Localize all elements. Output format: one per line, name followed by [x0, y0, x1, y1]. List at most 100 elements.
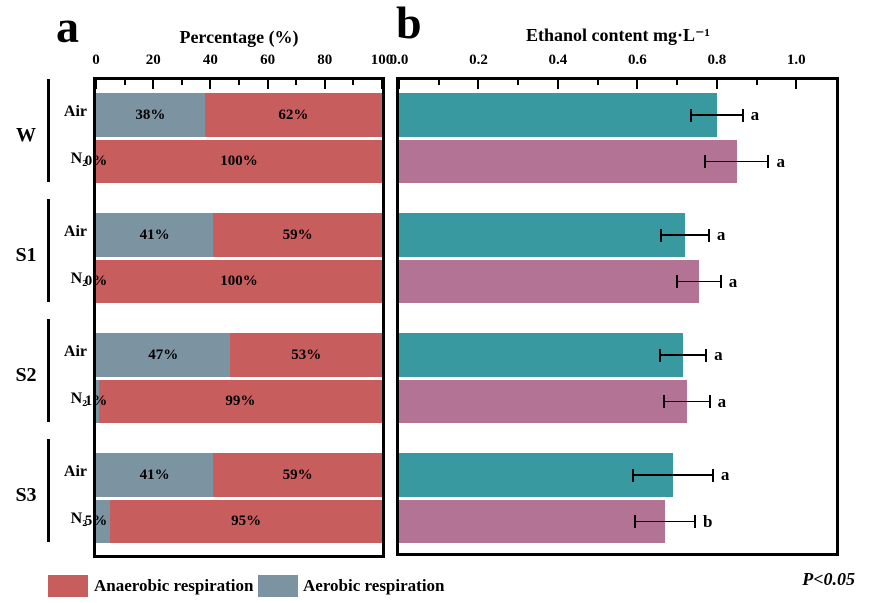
- error-bar-cap-left: [676, 275, 679, 288]
- error-bar-line: [690, 114, 743, 116]
- error-bar-cap-left: [659, 348, 661, 362]
- error-bar-line: [677, 280, 721, 283]
- stacked-bar-row: 99% 1%: [85, 380, 382, 423]
- group-label: S1: [15, 244, 37, 266]
- sig-letter: a: [720, 465, 730, 484]
- panel-a-plot: 38% 62% 100% 0% 41% 59% 100% 0% 47% 53% 99% 1% 41% 59…: [85, 77, 385, 558]
- bar-segment-aerobic: [96, 380, 99, 423]
- x-axis-major-tick: [636, 80, 639, 89]
- group-label: S2: [15, 364, 37, 386]
- x-axis-tick-label: 0.0: [389, 52, 409, 68]
- bar-segment-anaerobic: 100%: [96, 260, 382, 303]
- x-axis-minor-tick: [517, 80, 520, 85]
- error-bar-line: [664, 400, 710, 403]
- x-axis-major-tick: [477, 80, 480, 89]
- segment-value-label-outside: 0%: [84, 273, 108, 289]
- error-bar-cap-left: [660, 228, 663, 242]
- x-axis-tick-label: 0.2: [469, 52, 488, 68]
- error-bar-line: [633, 474, 713, 476]
- bar-segment-aerobic: 47%: [96, 333, 231, 377]
- sig-letter: a: [728, 271, 738, 291]
- error-bar-cap-left: [703, 155, 706, 168]
- segment-value-label: 47%: [148, 346, 179, 363]
- x-axis-tick-label: 0.4: [548, 52, 568, 68]
- panel-a-axis-title: Percentage (%): [179, 27, 299, 47]
- panel-a-letter: a: [56, 1, 79, 52]
- bar-segment-anaerobic: 100%: [96, 140, 382, 183]
- panel-a-axis-labels: 0 20 40 60 80 100: [92, 51, 393, 69]
- error-bar-line: [660, 354, 707, 356]
- bar-segment-aerobic: 41%: [96, 213, 214, 257]
- ethanol-bar: [399, 213, 686, 257]
- condition-label: Air: [63, 343, 87, 360]
- error-bar-cap-left: [663, 395, 666, 408]
- bar-segment-aerobic: 38%: [96, 93, 205, 137]
- error-bar-cap-right: [741, 108, 744, 122]
- x-axis-tick-label: 1.0: [786, 52, 806, 68]
- legend-label-anaerobic: Anaerobic respiration: [94, 576, 254, 595]
- panel-b-letter: b: [396, 0, 422, 48]
- group-bracket-line: [47, 199, 50, 302]
- x-axis-minor-tick: [352, 80, 355, 85]
- bar-segment-aerobic: [96, 500, 111, 543]
- x-axis-major-tick: [95, 80, 97, 89]
- group-label: W: [16, 124, 36, 146]
- error-bar-cap-left: [632, 468, 635, 482]
- x-axis-major-tick: [381, 80, 383, 89]
- x-axis-minor-tick: [180, 80, 183, 85]
- condition-label: N₂: [70, 269, 87, 287]
- sig-letter: a: [714, 345, 723, 364]
- segment-value-label: 41%: [139, 226, 170, 243]
- x-axis-tick-label: 0: [92, 52, 100, 68]
- segment-value-label: 38%: [135, 106, 166, 123]
- sig-letter: b: [702, 511, 713, 531]
- x-axis-tick-label: 100: [370, 52, 394, 68]
- error-bar-line: [635, 520, 695, 523]
- segment-value-label: 59%: [282, 466, 313, 483]
- bar-segment-anaerobic: 59%: [213, 453, 382, 497]
- bar-segment-anaerobic: 95%: [110, 500, 382, 543]
- error-bar-cap-left: [634, 515, 637, 528]
- x-axis-tick-label: 40: [202, 52, 218, 68]
- segment-value-label: 59%: [282, 226, 313, 243]
- condition-label: N₂: [70, 389, 87, 407]
- ethanol-bar: [399, 260, 699, 303]
- error-bar-cap-right: [767, 155, 770, 168]
- segment-value-label: 62%: [278, 106, 309, 123]
- group-bracket-line: [47, 79, 50, 182]
- condition-label: Air: [63, 103, 87, 120]
- x-axis-minor-tick: [755, 80, 758, 85]
- condition-label: Air: [63, 223, 87, 240]
- ethanol-bar: [399, 140, 737, 183]
- segment-value-label: 53%: [291, 346, 322, 363]
- sig-letter: a: [717, 391, 727, 411]
- group-bracket-line: [47, 439, 50, 542]
- x-axis-major-tick: [556, 80, 559, 89]
- x-axis-major-tick: [209, 80, 212, 89]
- panel-b-axis-title: Ethanol content mg·L⁻¹: [526, 25, 710, 45]
- segment-value-label: 100%: [220, 273, 258, 289]
- segment-value-label: 41%: [139, 466, 170, 483]
- segment-value-label: 99%: [225, 393, 256, 409]
- x-axis-minor-tick: [123, 80, 126, 85]
- error-bar-cap-left: [689, 108, 692, 122]
- error-bar-cap-right: [711, 468, 714, 482]
- panel-b-plot: a a a a a a a b: [396, 77, 839, 556]
- x-axis-major-tick: [152, 80, 155, 89]
- stacked-bar-row: 41% 59%: [96, 213, 382, 257]
- ethanol-bar: [399, 453, 674, 497]
- legend-swatch-anaerobic: [48, 575, 88, 597]
- group-label: S3: [15, 484, 37, 506]
- ethanol-bar: [399, 93, 717, 137]
- p-value-note: P<0.05: [802, 569, 855, 589]
- error-bar-cap-right: [693, 515, 696, 528]
- x-axis-tick-label: 80: [317, 52, 333, 68]
- error-bar-cap-right: [719, 275, 722, 288]
- x-axis-major-tick: [715, 80, 718, 89]
- bar-segment-anaerobic: 99%: [98, 380, 382, 423]
- error-bar-cap-right: [708, 395, 711, 408]
- group-bracket-line: [47, 319, 50, 422]
- bar-segment-anaerobic: 53%: [230, 333, 382, 377]
- x-axis-minor-tick: [295, 80, 298, 85]
- error-bar-line: [661, 234, 709, 236]
